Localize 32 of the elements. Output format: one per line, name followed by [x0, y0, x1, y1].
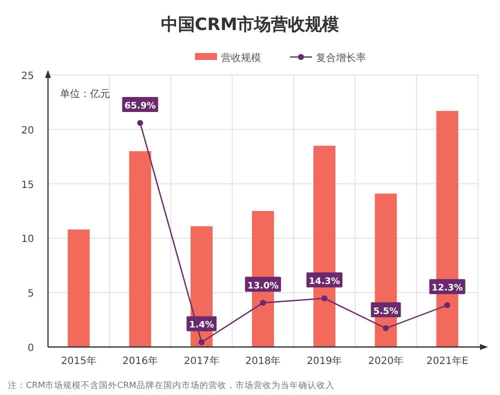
x-tick-label: 2015年	[60, 355, 96, 367]
data-label: 65.9%	[124, 101, 156, 112]
y-tick-label: 25	[21, 71, 34, 82]
point	[260, 300, 266, 306]
point	[198, 339, 205, 346]
y-tick-label: 0	[28, 343, 34, 354]
y-tick-label: 10	[21, 234, 34, 246]
point	[382, 325, 389, 332]
bar	[129, 151, 152, 347]
y-tick-label: 5	[28, 288, 34, 300]
x-tick-label: 2021年E	[426, 355, 468, 367]
x-tick-label: 2019年	[306, 355, 342, 367]
point	[444, 302, 450, 308]
legend-label: 营收规模	[221, 52, 261, 64]
x-tick-label: 2020年	[368, 355, 404, 367]
bar	[68, 229, 90, 347]
legend-label: 复合增长率	[316, 52, 366, 64]
text: 注：CRM市场规模不含国外CRM品牌在国内市场的营收，市场营收为当年确认收入	[8, 380, 334, 391]
data-label: 1.4%	[189, 320, 214, 331]
point	[137, 120, 144, 126]
data-label: 5.5%	[373, 306, 398, 317]
x-tick-label: 2017年	[184, 355, 220, 367]
data-label: 12.3%	[432, 284, 463, 294]
x-tick-label: 2018年	[245, 355, 281, 367]
chart-title: 中国CRM市场营收规模	[160, 15, 340, 35]
y-tick-label: 20	[21, 125, 34, 136]
data-label: 13.0%	[247, 281, 279, 292]
annotation: 单位：亿元	[60, 88, 110, 100]
data-label: 14.3%	[308, 276, 340, 287]
point	[321, 295, 328, 302]
x-tick-label: 2016年	[122, 355, 158, 367]
y-tick-label: 15	[21, 180, 34, 191]
